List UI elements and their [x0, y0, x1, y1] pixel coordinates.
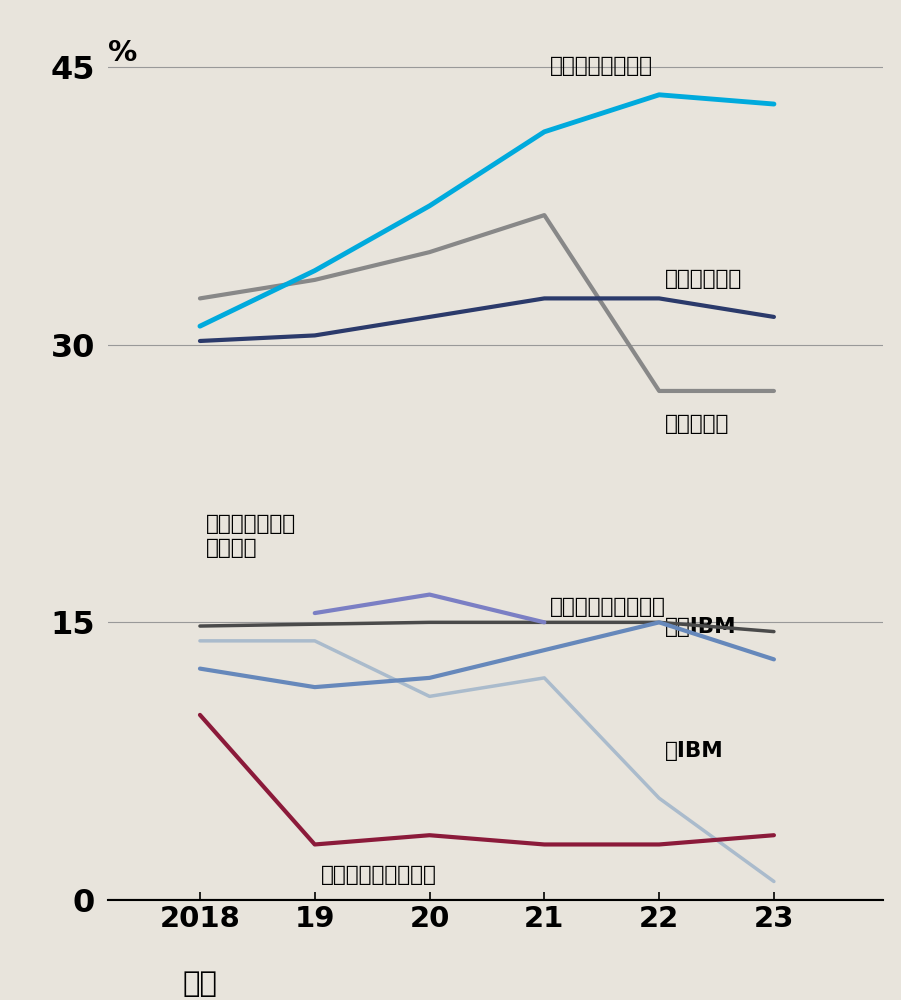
Text: 日本マイクロソフト: 日本マイクロソフト: [321, 865, 436, 885]
Text: 年度: 年度: [183, 970, 217, 998]
Text: 米マイクロソフト: 米マイクロソフト: [551, 56, 653, 76]
Text: 米IBM: 米IBM: [665, 741, 724, 761]
Text: 日本オラクル: 日本オラクル: [665, 269, 742, 289]
Text: アクセンチュア
日本法人: アクセンチュア 日本法人: [205, 514, 296, 558]
Text: アクセンチュア本社: アクセンチュア本社: [551, 597, 666, 617]
Text: 米オラクル: 米オラクル: [665, 414, 729, 434]
Text: 日本IBM: 日本IBM: [665, 617, 736, 637]
Text: %: %: [108, 39, 137, 67]
